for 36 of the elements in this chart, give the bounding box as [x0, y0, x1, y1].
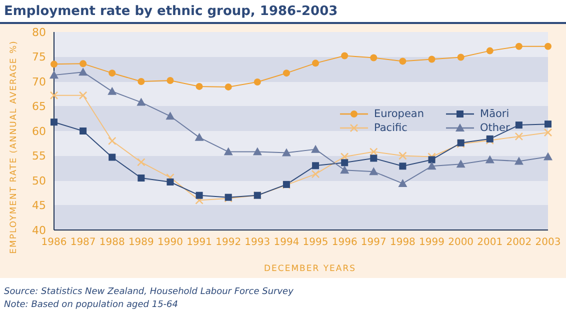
legend-label: Māori [480, 108, 510, 120]
legend-label: European [374, 108, 424, 120]
x-tick-label: 1988 [99, 237, 125, 248]
x-tick-label: 1986 [41, 237, 67, 248]
x-tick-label: 2003 [535, 237, 561, 248]
x-tick-label: 1995 [302, 237, 328, 248]
y-tick-label: 60 [32, 124, 46, 138]
x-tick-label: 1989 [128, 237, 154, 248]
x-tick-label: 1996 [332, 237, 358, 248]
y-tick-label: 50 [32, 174, 46, 188]
x-tick-label: 2002 [506, 237, 532, 248]
x-tick-label: 1992 [216, 237, 242, 248]
x-tick-label: 1991 [186, 237, 212, 248]
y-tick-label: 55 [32, 150, 46, 163]
y-tick-label: 80 [32, 26, 46, 39]
y-axis-title: EMPLOYMENT RATE (ANNUAL AVERAGE %) [9, 40, 19, 254]
x-tick-label: 1998 [390, 237, 416, 248]
y-tick-label: 45 [32, 199, 46, 212]
x-tick-label: 1987 [70, 237, 96, 248]
y-tick-label: 65 [32, 100, 46, 114]
x-tick-label: 1990 [158, 237, 183, 248]
text: Note: Based on population aged 15-64 [4, 299, 180, 312]
y-tick-label: 70 [32, 75, 46, 88]
y-tick-label: 75 [32, 50, 46, 64]
legend-label: Other [480, 122, 510, 134]
x-tick-label: 1993 [244, 237, 270, 248]
x-axis-title: DECEMBER YEARS [262, 264, 358, 274]
x-tick-label: 2001 [477, 237, 503, 248]
legend-label: Pacific [374, 122, 408, 134]
x-tick-label: 1994 [274, 237, 300, 248]
source-note: Source: Statistics New Zealand, Household Labour Force Survey [4, 286, 294, 299]
chart-title: Employment rate by ethnic group, 1986-2003 [4, 4, 338, 19]
x-tick-label: 1997 [360, 237, 386, 248]
y-tick-label: 40 [32, 224, 46, 237]
x-tick-label: 1999 [419, 237, 444, 248]
x-tick-label: 2000 [448, 237, 474, 248]
